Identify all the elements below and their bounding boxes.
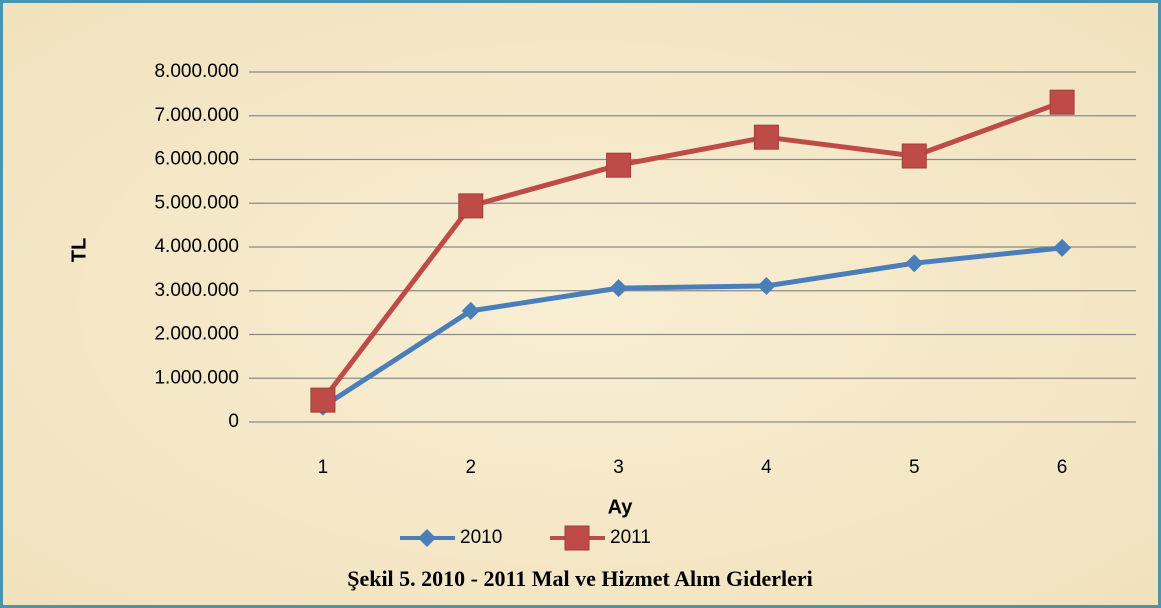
y-tick-label: 1.000.000: [154, 367, 239, 388]
point: [461, 301, 480, 320]
legend-marker: [418, 529, 436, 547]
series-line: [320, 99, 1063, 402]
point: [1053, 238, 1072, 257]
x-axis-title: Ay: [608, 496, 634, 518]
y-tick-label: 5.000.000: [154, 192, 239, 213]
point: [1049, 89, 1075, 115]
y-tick-label: 6.000.000: [154, 149, 239, 170]
point: [609, 279, 628, 298]
x-tick-label: 3: [613, 457, 624, 478]
legend-label: 2011: [610, 527, 651, 548]
point: [606, 152, 632, 178]
y-tick-label: 2.000.000: [154, 324, 239, 345]
y-tick-label: 0: [228, 411, 239, 432]
series-line: [321, 245, 1063, 409]
legend-marker: [564, 525, 590, 551]
x-tick-label: 5: [909, 457, 920, 478]
point: [901, 143, 927, 169]
point: [753, 124, 779, 150]
x-tick-label: 4: [761, 457, 772, 478]
y-tick-label: 4.000.000: [154, 236, 239, 257]
point: [310, 387, 336, 413]
point: [458, 193, 484, 219]
point: [905, 254, 924, 273]
x-tick-label: 2: [465, 457, 476, 478]
y-tick-label: 7.000.000: [154, 105, 239, 126]
x-tick-label: 1: [318, 457, 329, 478]
point: [757, 276, 776, 295]
y-tick-label: 3.000.000: [154, 280, 239, 301]
legend-label: 2010: [460, 527, 502, 548]
caption: Şekil 5. 2010 - 2011 Mal ve Hizmet Alım …: [347, 566, 813, 591]
x-tick-label: 6: [1057, 457, 1068, 478]
y-tick-label: 8.000.000: [154, 61, 239, 82]
y-axis-title: TL: [68, 238, 90, 262]
